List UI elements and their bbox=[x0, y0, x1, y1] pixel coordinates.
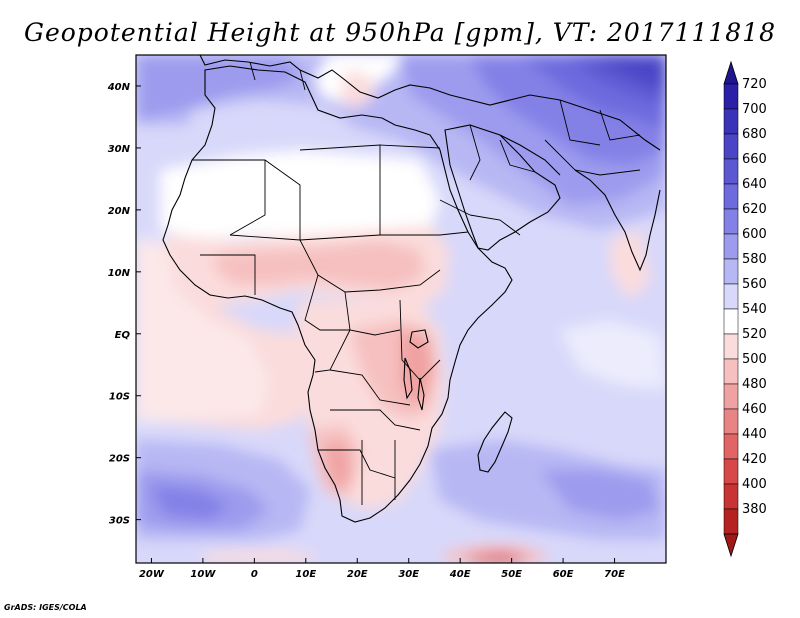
colorbar-swatch bbox=[723, 208, 739, 235]
colorbar-swatch bbox=[723, 333, 739, 360]
x-tick-label: 30E bbox=[398, 569, 419, 580]
africa-coastline bbox=[162, 65, 513, 523]
y-axis: 40N 30N 20N 10N EQ 10S 20S 30S bbox=[107, 82, 141, 527]
colorbar-swatch bbox=[723, 133, 739, 160]
colorbar-label: 560 bbox=[742, 277, 767, 292]
x-axis: 20W 10W 0 10E 20E 30E 40E 50E 60E 70E bbox=[139, 558, 625, 580]
y-tick-label: EQ bbox=[115, 330, 131, 341]
colorbar-label: 400 bbox=[742, 477, 767, 492]
grads-credit: GrADS: IGES/COLA bbox=[4, 603, 87, 612]
colorbar-swatch bbox=[723, 283, 739, 310]
map-title: Geopotential Height at 950hPa [gpm], VT:… bbox=[23, 18, 777, 47]
colorbar-swatch bbox=[723, 408, 739, 435]
x-tick-label: 10W bbox=[190, 569, 216, 580]
colorbar-label: 600 bbox=[742, 227, 767, 242]
x-tick-label: 50E bbox=[501, 569, 522, 580]
colorbar-swatch bbox=[723, 483, 739, 510]
x-tick-label: 20W bbox=[139, 569, 165, 580]
x-tick-label: 70E bbox=[604, 569, 625, 580]
colorbar-label: 520 bbox=[742, 327, 767, 342]
colorbar: 720 700 680 660 640 620 600 580 560 540 520 500 480 4… bbox=[723, 60, 767, 558]
colorbar-label: 580 bbox=[742, 252, 767, 267]
colorbar-label: 380 bbox=[742, 502, 767, 517]
colorbar-label: 540 bbox=[742, 302, 767, 317]
colorbar-swatch bbox=[723, 158, 739, 185]
x-tick-label: 20E bbox=[347, 569, 368, 580]
y-tick-label: 20S bbox=[109, 454, 130, 465]
colorbar-swatch bbox=[723, 183, 739, 210]
y-tick-label: 30S bbox=[109, 516, 130, 527]
colorbar-swatch bbox=[723, 508, 739, 535]
madagascar-coastline bbox=[477, 411, 513, 473]
colorbar-bottom-arrow bbox=[723, 533, 739, 558]
y-tick-label: 30N bbox=[108, 144, 131, 155]
geopotential-field bbox=[136, 55, 666, 563]
colorbar-label: 640 bbox=[742, 177, 767, 192]
y-tick-label: 10N bbox=[108, 268, 131, 279]
colorbar-label: 420 bbox=[742, 452, 767, 467]
plot-frame bbox=[135, 54, 667, 564]
lake-victoria bbox=[409, 329, 429, 349]
y-tick-label: 20N bbox=[108, 206, 131, 217]
colorbar-swatch bbox=[723, 83, 739, 110]
coastlines bbox=[162, 55, 661, 523]
y-tick-label: 10S bbox=[109, 392, 130, 403]
colorbar-swatch bbox=[723, 433, 739, 460]
x-tick-label: 40E bbox=[449, 569, 471, 580]
colorbar-label: 500 bbox=[742, 352, 767, 367]
colorbar-label: 680 bbox=[742, 127, 767, 142]
colorbar-top-arrow bbox=[723, 60, 739, 85]
colorbar-label: 460 bbox=[742, 402, 767, 417]
x-tick-label: 60E bbox=[553, 569, 574, 580]
colorbar-swatch bbox=[723, 233, 739, 260]
colorbar-swatch bbox=[723, 383, 739, 410]
colorbar-label: 660 bbox=[742, 152, 767, 167]
colorbar-label: 440 bbox=[742, 427, 767, 442]
x-tick-label: 10E bbox=[295, 569, 316, 580]
colorbar-swatch bbox=[723, 258, 739, 285]
y-tick-label: 40N bbox=[107, 82, 131, 93]
colorbar-label: 700 bbox=[742, 102, 767, 117]
colorbar-swatch bbox=[723, 108, 739, 135]
colorbar-label: 620 bbox=[742, 202, 767, 217]
colorbar-swatch bbox=[723, 308, 739, 335]
colorbar-label: 480 bbox=[742, 377, 767, 392]
lake-tanganyika bbox=[403, 357, 413, 400]
colorbar-label: 720 bbox=[742, 77, 767, 92]
colorbar-swatch bbox=[723, 458, 739, 485]
lake-malawi bbox=[417, 377, 425, 411]
india-coastline bbox=[574, 169, 661, 272]
colorbar-swatch bbox=[723, 358, 739, 385]
x-tick-label: 0 bbox=[251, 569, 258, 580]
country-borders bbox=[192, 61, 641, 505]
arabia-coastline bbox=[444, 124, 561, 251]
